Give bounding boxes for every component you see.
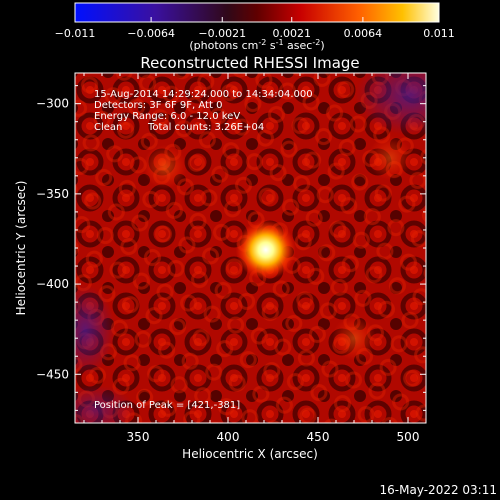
colorbar-tick-label: −0.0021: [198, 27, 246, 40]
x-tick-label: 450: [307, 430, 330, 444]
y-tick-label: −450: [36, 367, 69, 381]
energy-range-annotation: Energy Range: 6.0 - 12.0 keV: [94, 111, 240, 122]
secondary-source: [143, 144, 187, 189]
colorbar-ticks: −0.011 −0.0064 −0.0021 0.0021 0.0064 0.011: [55, 17, 455, 40]
y-tick-label: −300: [36, 97, 69, 111]
colorbar: −0.011 −0.0064 −0.0021 0.0021 0.0064 0.011 (p…: [55, 2, 455, 52]
y-axis-label: Heliocentric Y (arcsec): [14, 181, 28, 316]
peak-source: [235, 219, 296, 280]
y-tick-label: −350: [36, 187, 69, 201]
colorbar-tick-label: 0.011: [423, 27, 455, 40]
colorbar-gradient: [74, 2, 440, 23]
x-tick-label: 350: [127, 430, 150, 444]
time-range-annotation: 15-Aug-2014 14:29:24.000 to 14:34:04.000: [94, 89, 313, 100]
dim-region-bottom-left: [75, 385, 135, 423]
secondary-source: [368, 135, 412, 180]
dim-region-top-right: [355, 73, 426, 135]
heatmap-image: [75, 73, 426, 423]
y-tick-label: −400: [36, 277, 69, 291]
colorbar-tick-label: −0.011: [55, 27, 96, 40]
total-counts-annotation: Total counts: 3.26E+04: [147, 122, 264, 133]
x-axis-label: Heliocentric X (arcsec): [182, 447, 318, 461]
colorbar-units-label: (photons cm-2 s-1 asec-2): [189, 38, 324, 52]
x-tick-label: 400: [217, 430, 240, 444]
colorbar-tick-label: 0.0021: [272, 27, 311, 40]
x-axis: 350 400 450 500: [83, 73, 427, 444]
footer-date: 16-May-2022 03:11: [380, 483, 497, 497]
y-axis: −300 −350 −400 −450: [36, 85, 426, 411]
annotations: 15-Aug-2014 14:29:24.000 to 14:34:04.000…: [94, 89, 313, 411]
x-tick-label: 500: [397, 430, 420, 444]
colorbar-tick-label: 0.0064: [344, 27, 383, 40]
secondary-source: [332, 316, 376, 361]
peak-position-annotation: Position of Peak = [421,-381]: [94, 400, 240, 411]
chart-title: Reconstructed RHESSI Image: [140, 54, 359, 72]
dim-region-left: [75, 285, 115, 375]
method-annotation: Clean: [94, 122, 122, 133]
colorbar-tick-label: −0.0064: [127, 27, 175, 40]
detectors-annotation: Detectors: 3F 6F 9F, Att 0: [94, 100, 222, 111]
secondary-sources: [143, 135, 412, 361]
